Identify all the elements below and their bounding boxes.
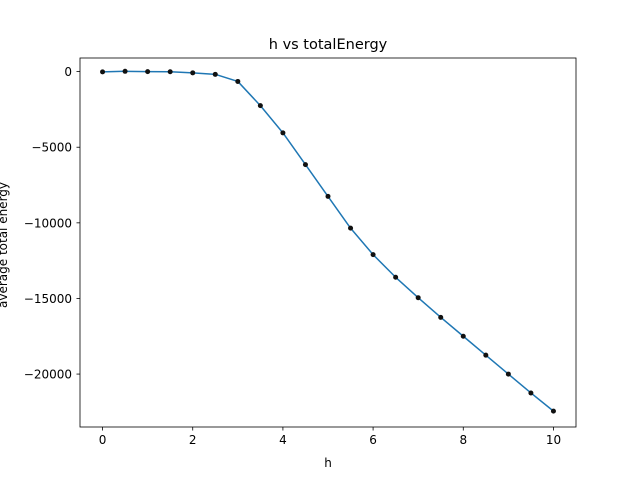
x-tick-label: 10 [546, 433, 561, 447]
data-point [393, 274, 399, 280]
y-tick-label: −5000 [31, 141, 72, 155]
y-tick-label: −20000 [24, 368, 72, 382]
data-point [483, 352, 489, 358]
series-line-0 [101, 70, 555, 412]
x-tick-label: 0 [99, 433, 107, 447]
y-tick-label: 0 [64, 65, 72, 79]
plot-frame [79, 57, 577, 428]
y-axis-title: average total energy [0, 182, 10, 308]
data-point [280, 130, 286, 136]
data-point [438, 314, 444, 320]
data-point [505, 371, 511, 377]
data-point [212, 71, 218, 77]
data-point [460, 333, 466, 339]
chart-title: h vs totalEnergy [269, 37, 388, 53]
axis-ticks: 0 2 4 6 8 10 0 −5000 −10000 −15000 −20000 [24, 57, 577, 447]
x-axis-title: h [324, 456, 332, 470]
data-point [528, 390, 534, 396]
data-point [370, 252, 376, 258]
plot-area [100, 68, 556, 414]
data-point [325, 193, 331, 199]
data-point [235, 78, 241, 84]
data-point [100, 69, 106, 75]
data-point [145, 69, 151, 75]
x-tick-label: 6 [369, 433, 377, 447]
y-tick-label: −10000 [24, 216, 72, 230]
x-tick-label: 4 [279, 433, 287, 447]
x-tick-label: 8 [459, 433, 467, 447]
y-tick-label: −15000 [24, 292, 72, 306]
data-point [122, 68, 128, 74]
x-tick-label: 2 [189, 433, 197, 447]
data-point [302, 162, 308, 168]
data-point [550, 408, 556, 414]
data-point [348, 225, 354, 231]
data-point [415, 295, 421, 301]
data-point [190, 70, 196, 76]
data-point [167, 69, 173, 75]
data-point [257, 103, 263, 109]
